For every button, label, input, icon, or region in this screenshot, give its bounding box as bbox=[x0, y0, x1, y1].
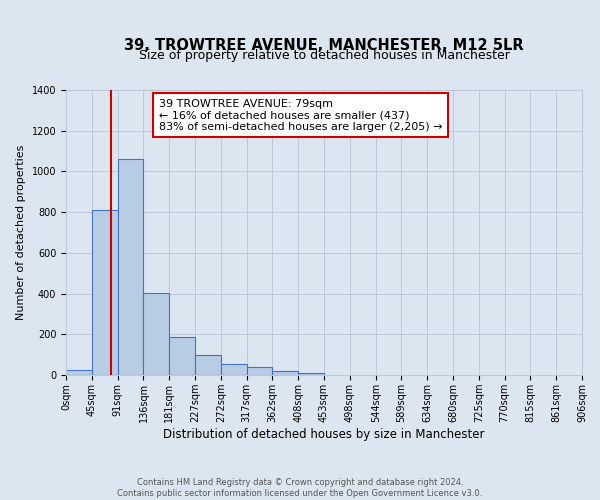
Bar bbox=[118, 159, 143, 375]
Text: 39 TROWTREE AVENUE: 79sqm
← 16% of detached houses are smaller (437)
83% of semi: 39 TROWTREE AVENUE: 79sqm ← 16% of detac… bbox=[159, 98, 442, 132]
Bar bbox=[221, 364, 247, 375]
Text: 39, TROWTREE AVENUE, MANCHESTER, M12 5LR: 39, TROWTREE AVENUE, MANCHESTER, M12 5LR bbox=[124, 38, 524, 53]
X-axis label: Distribution of detached houses by size in Manchester: Distribution of detached houses by size … bbox=[163, 428, 485, 440]
Bar bbox=[195, 354, 221, 375]
Bar bbox=[298, 373, 324, 375]
Bar bbox=[272, 371, 298, 375]
Bar bbox=[66, 370, 92, 375]
Text: Contains HM Land Registry data © Crown copyright and database right 2024.
Contai: Contains HM Land Registry data © Crown c… bbox=[118, 478, 482, 498]
Bar bbox=[247, 368, 272, 375]
Bar bbox=[92, 210, 118, 375]
Title: Size of property relative to detached houses in Manchester: Size of property relative to detached ho… bbox=[139, 50, 509, 62]
Bar bbox=[143, 292, 169, 375]
Y-axis label: Number of detached properties: Number of detached properties bbox=[16, 145, 26, 320]
Bar bbox=[169, 338, 195, 375]
